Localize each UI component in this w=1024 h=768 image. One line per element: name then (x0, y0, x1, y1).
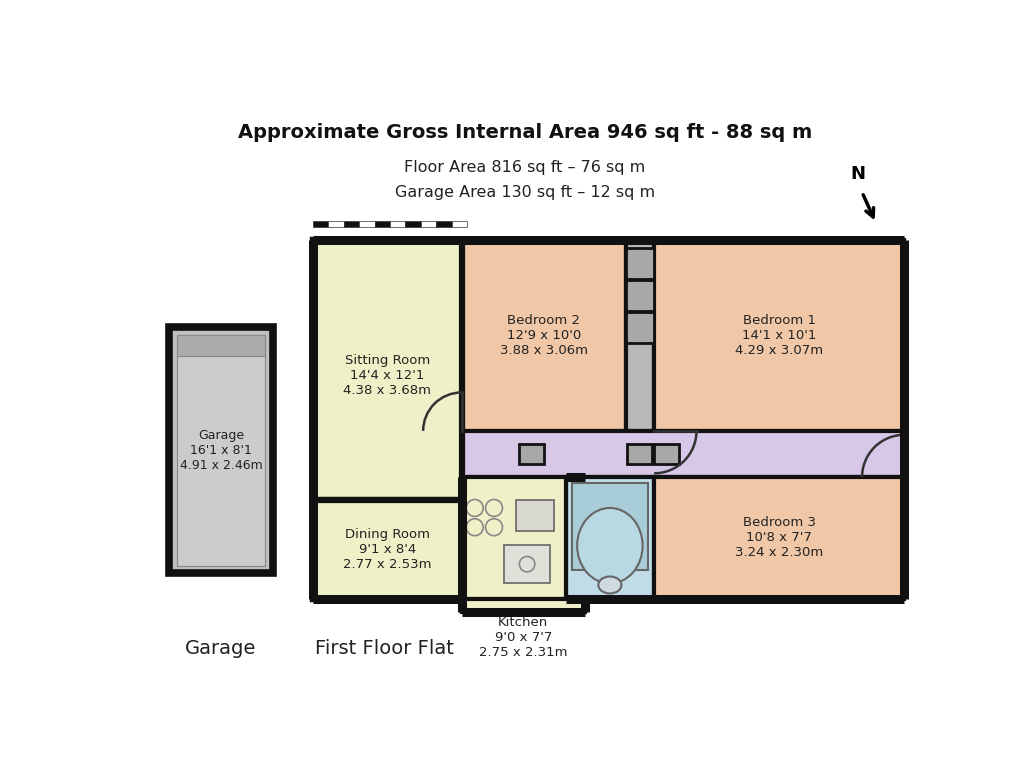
Text: N: N (851, 165, 865, 183)
Bar (571, 483, 648, 570)
Bar (626, 248, 654, 279)
Bar (565, 477, 654, 599)
Text: St: St (635, 290, 645, 300)
Text: Sitting Room
14'4 x 12'1
4.38 x 3.68m: Sitting Room 14'4 x 12'1 4.38 x 3.68m (343, 354, 431, 397)
Bar (313, 220, 329, 227)
Text: First Floor Flat: First Floor Flat (315, 639, 454, 658)
Bar (654, 444, 679, 464)
Bar (421, 220, 436, 227)
Text: Bedroom 2
12'9 x 10'0
3.88 x 3.06m: Bedroom 2 12'9 x 10'0 3.88 x 3.06m (500, 314, 588, 357)
Bar (462, 431, 904, 477)
Bar (654, 240, 904, 431)
Bar (313, 240, 462, 500)
Bar (462, 477, 565, 599)
Bar (462, 240, 626, 431)
Bar (436, 220, 452, 227)
Text: Garage
16'1 x 8'1
4.91 x 2.46m: Garage 16'1 x 8'1 4.91 x 2.46m (179, 429, 262, 472)
Bar (177, 335, 265, 356)
Bar (313, 240, 462, 599)
Text: St: St (526, 449, 538, 459)
Ellipse shape (598, 577, 622, 594)
Bar (375, 220, 390, 227)
Bar (462, 599, 585, 612)
Bar (359, 220, 375, 227)
Ellipse shape (578, 508, 643, 584)
Text: Bedroom 1
14'1 x 10'1
4.29 x 3.07m: Bedroom 1 14'1 x 10'1 4.29 x 3.07m (735, 314, 823, 357)
Text: St: St (635, 258, 645, 268)
Bar (329, 220, 344, 227)
Bar (626, 313, 654, 343)
Text: Approximate Gross Internal Area 946 sq ft - 88 sq m: Approximate Gross Internal Area 946 sq f… (238, 123, 812, 142)
Bar (654, 477, 904, 599)
Bar (344, 220, 359, 227)
Text: Garage: Garage (185, 639, 256, 658)
Bar (169, 327, 273, 574)
Bar (313, 500, 462, 599)
Text: Floor Area 816 sq ft – 76 sq m: Floor Area 816 sq ft – 76 sq m (404, 160, 645, 175)
Text: St: St (662, 449, 672, 459)
Bar (628, 444, 652, 464)
Text: St: St (635, 323, 645, 333)
Text: Dining Room
9'1 x 8'4
2.77 x 2.53m: Dining Room 9'1 x 8'4 2.77 x 2.53m (343, 528, 431, 571)
Bar (515, 500, 554, 531)
Text: Kitchen
9'0 x 7'7
2.75 x 2.31m: Kitchen 9'0 x 7'7 2.75 x 2.31m (479, 616, 567, 659)
Bar (504, 545, 550, 584)
Bar (406, 220, 421, 227)
Bar (626, 280, 654, 311)
Bar (177, 335, 265, 566)
Bar (390, 220, 406, 227)
Text: Garage Area 130 sq ft – 12 sq m: Garage Area 130 sq ft – 12 sq m (394, 184, 655, 200)
Bar (519, 444, 544, 464)
Text: Bedroom 3
10'8 x 7'7
3.24 x 2.30m: Bedroom 3 10'8 x 7'7 3.24 x 2.30m (735, 517, 823, 560)
Text: St: St (634, 449, 645, 459)
Bar (452, 220, 467, 227)
Bar (626, 240, 654, 431)
